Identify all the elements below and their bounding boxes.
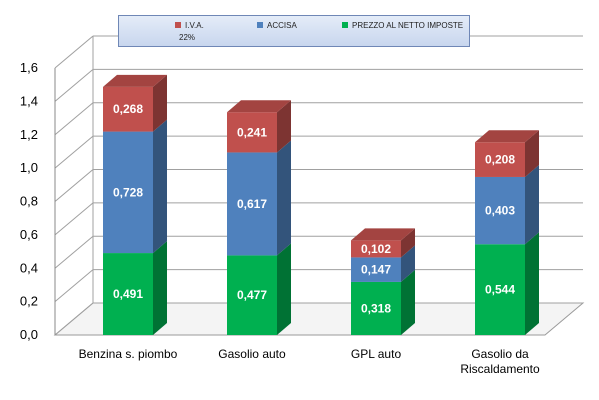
data-label: 0,102 <box>361 242 391 256</box>
bar-segment-side <box>153 74 167 132</box>
bar-segment <box>103 131 153 254</box>
bar-segment <box>475 244 525 335</box>
data-label: 0,208 <box>485 153 515 167</box>
bar-segment <box>475 176 525 245</box>
x-tick-label: GPL auto <box>351 347 402 361</box>
bar-stack: 0,544 0,403 0,208 <box>475 130 539 335</box>
legend: I.V.A. 22% ACCISA PREZZO AL NETTO IMPOST… <box>118 15 470 47</box>
y-tick-label: 1,2 <box>20 127 38 142</box>
data-label: 0,318 <box>361 301 391 315</box>
grid-side-line <box>54 68 94 102</box>
data-label: 0,491 <box>113 287 143 301</box>
x-axis-labels: Benzina s. piombo Gasolio auto GPL auto Gas… <box>79 347 540 376</box>
bar-segment-side <box>525 130 539 177</box>
x-tick-label: Gasolio auto <box>218 347 286 361</box>
bar-top <box>351 228 415 241</box>
data-label: 0,728 <box>113 185 143 199</box>
bar-segment-side <box>277 243 291 335</box>
x-tick-label: Benzina s. piombo <box>79 347 178 361</box>
grid-side-line <box>54 202 94 236</box>
legend-swatch-prezzo <box>342 22 348 28</box>
data-label: 0,147 <box>361 263 391 277</box>
bar-segment <box>227 152 277 256</box>
bar-top <box>103 74 167 87</box>
legend-swatch-accisa <box>257 22 263 28</box>
bar-segment <box>475 142 525 177</box>
legend-iva-note: 22% <box>179 33 196 42</box>
bar-segment-side <box>277 140 291 256</box>
bar-segment <box>103 86 153 132</box>
grid-side-line <box>54 302 94 336</box>
grid-side-line <box>54 235 94 269</box>
bar-segment-side <box>153 241 167 335</box>
data-label: 0,241 <box>237 125 267 139</box>
bar-segment-side <box>153 119 167 254</box>
data-label: 0,544 <box>485 283 515 297</box>
grid-side-line <box>54 35 94 69</box>
legend-label-prezzo: PREZZO AL NETTO IMPOSTE <box>352 21 464 30</box>
bar-top <box>227 100 291 113</box>
bar-segment <box>351 257 401 282</box>
grid-side-line <box>54 169 94 202</box>
bar-stack: 0,477 0,617 0,241 <box>227 100 291 335</box>
bar-segment <box>351 240 401 258</box>
bar-segment-side <box>525 232 539 335</box>
x-tick-label: Gasolio da <box>471 347 529 361</box>
y-tick-label: 0,0 <box>20 327 38 342</box>
bar-segment-side <box>277 100 291 153</box>
bars-layer: 0,491 0,728 0,268 0,477 0,617 0,241 0,318 0,147… <box>103 74 539 335</box>
grid-side-line <box>54 102 94 136</box>
bar-segment <box>227 112 277 153</box>
y-tick-label: 0,8 <box>20 194 38 209</box>
data-label: 0,617 <box>237 197 267 211</box>
data-label: 0,403 <box>485 204 515 218</box>
bar-segment-side <box>401 245 415 282</box>
bar-stack: 0,491 0,728 0,268 <box>103 74 167 335</box>
x-tick-label: Riscaldamento <box>460 362 540 376</box>
bar-segment-side <box>401 269 415 335</box>
y-tick-label: 1,4 <box>20 93 38 108</box>
bar-top <box>475 130 539 143</box>
bar-segment <box>227 255 277 335</box>
data-label: 0,477 <box>237 288 267 302</box>
legend-label-accisa: ACCISA <box>267 21 297 30</box>
legend-label-iva: I.V.A. <box>185 21 204 30</box>
data-label: 0,268 <box>113 102 143 116</box>
bar-segment <box>103 253 153 335</box>
bar-stack: 0,318 0,147 0,102 <box>351 228 415 335</box>
y-tick-label: 0,6 <box>20 227 38 242</box>
legend-swatch-iva <box>175 22 181 28</box>
bar-segment <box>351 281 401 335</box>
grid-side-line <box>54 269 94 303</box>
y-tick-label: 0,2 <box>20 294 38 309</box>
y-tick-label: 1,6 <box>20 60 38 75</box>
y-tick-label: 1,0 <box>20 160 38 175</box>
bar-segment-side <box>525 164 539 245</box>
y-axis-ticks: 0,0 0,2 0,4 0,6 0,8 1,0 1,2 1,4 1,6 <box>20 60 38 342</box>
grid-side-line <box>54 135 94 169</box>
bar-segment-side <box>401 228 415 258</box>
y-tick-label: 0,4 <box>20 260 38 275</box>
